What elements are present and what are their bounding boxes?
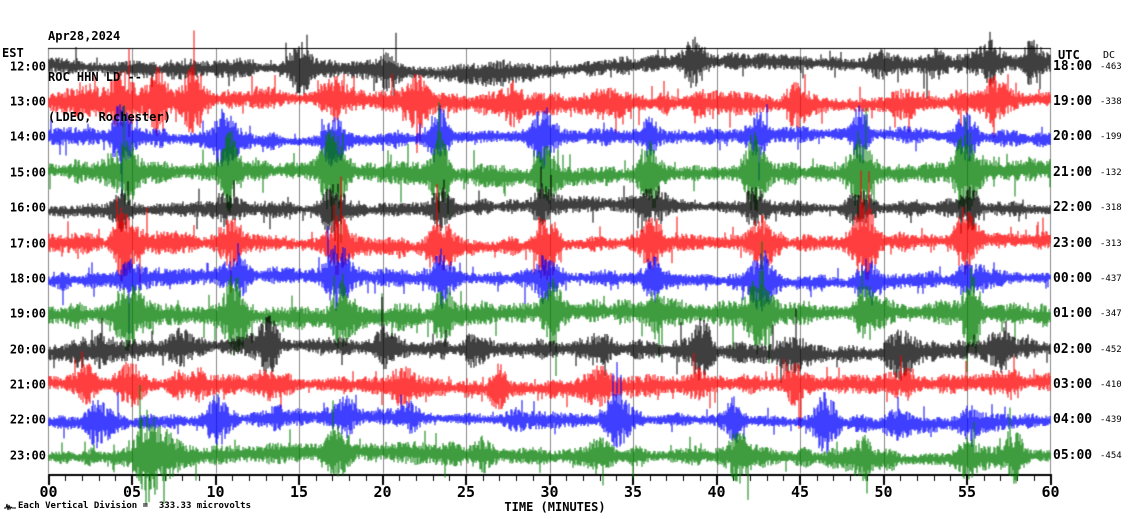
utc-time-label: 22:00: [1053, 200, 1093, 216]
dc-offset-value: -338: [1100, 96, 1122, 107]
dc-offset-value: -437: [1100, 273, 1122, 284]
header-station: ROC HHN LD --: [48, 69, 142, 84]
est-time-label: 23:00: [9, 448, 46, 463]
utc-time-label: 02:00: [1053, 341, 1093, 357]
est-time-label: 19:00: [9, 307, 46, 322]
x-tick-label: 35: [623, 483, 643, 501]
est-time-label: 21:00: [9, 377, 46, 392]
est-time-label: 22:00: [9, 413, 46, 428]
x-tick-label: 10: [206, 483, 225, 501]
x-tick-label: 00: [39, 483, 58, 501]
utc-time-label: 01:00: [1053, 306, 1093, 322]
x-tick-label: 60: [1041, 483, 1060, 501]
x-tick-label: 15: [289, 483, 309, 501]
utc-time-label: 21:00: [1053, 165, 1093, 181]
waveform-mark-icon: [4, 503, 16, 511]
dc-offset-value: -463: [1100, 61, 1122, 72]
vertical-division-note: Each Vertical Division = 333.33 microvol…: [18, 501, 251, 511]
header-network: (LDEO, Rochester): [48, 110, 171, 124]
est-time-label: 14:00: [9, 130, 46, 145]
est-time-label: 13:00: [9, 94, 46, 109]
est-time-label: 12:00: [9, 59, 46, 74]
utc-time-label: 03:00: [1053, 377, 1093, 393]
x-tick-label: 55: [957, 483, 977, 501]
est-time-label: 17:00: [9, 236, 46, 251]
dc-offset-value: -410: [1100, 379, 1122, 390]
left-axis-label: EST: [2, 46, 24, 60]
x-tick-label: 40: [707, 483, 726, 501]
dc-offset-value: -313: [1100, 238, 1122, 249]
dc-column-label: DC: [1103, 50, 1116, 61]
x-tick-label: 50: [874, 483, 893, 501]
dc-offset-value: -132: [1100, 167, 1122, 178]
dc-offset-value: -318: [1100, 202, 1122, 213]
x-tick-label: 20: [373, 483, 392, 501]
utc-time-label: 23:00: [1053, 235, 1093, 251]
header-date: Apr28,2024: [48, 29, 121, 43]
dc-offset-value: -452: [1100, 344, 1122, 355]
utc-time-label: 04:00: [1053, 412, 1093, 428]
est-time-label: 16:00: [9, 200, 46, 215]
x-tick-label: 45: [790, 483, 810, 501]
x-axis-title: TIME (MINUTES): [504, 500, 606, 514]
utc-time-label: 00:00: [1053, 271, 1093, 287]
right-axis-label: UTC: [1058, 48, 1080, 62]
utc-time-label: 18:00: [1053, 58, 1093, 74]
dc-offset-value: -347: [1100, 309, 1122, 320]
dc-offset-value: -439: [1100, 415, 1122, 426]
est-time-label: 20:00: [9, 342, 46, 357]
dc-offset-value: -454: [1100, 450, 1122, 461]
x-tick-label: 25: [456, 483, 476, 501]
x-tick-label: 05: [122, 483, 142, 501]
est-time-label: 18:00: [9, 271, 46, 286]
x-tick-label: 30: [540, 483, 559, 501]
utc-time-label: 05:00: [1053, 448, 1093, 464]
plot-header: Apr28,2024 ROC HHN LD -- (LDEO, Rocheste…: [48, 3, 171, 152]
est-time-label: 15:00: [9, 165, 46, 180]
utc-time-label: 20:00: [1053, 129, 1093, 145]
utc-time-label: 19:00: [1053, 94, 1093, 110]
dc-offset-value: -199: [1100, 132, 1122, 143]
